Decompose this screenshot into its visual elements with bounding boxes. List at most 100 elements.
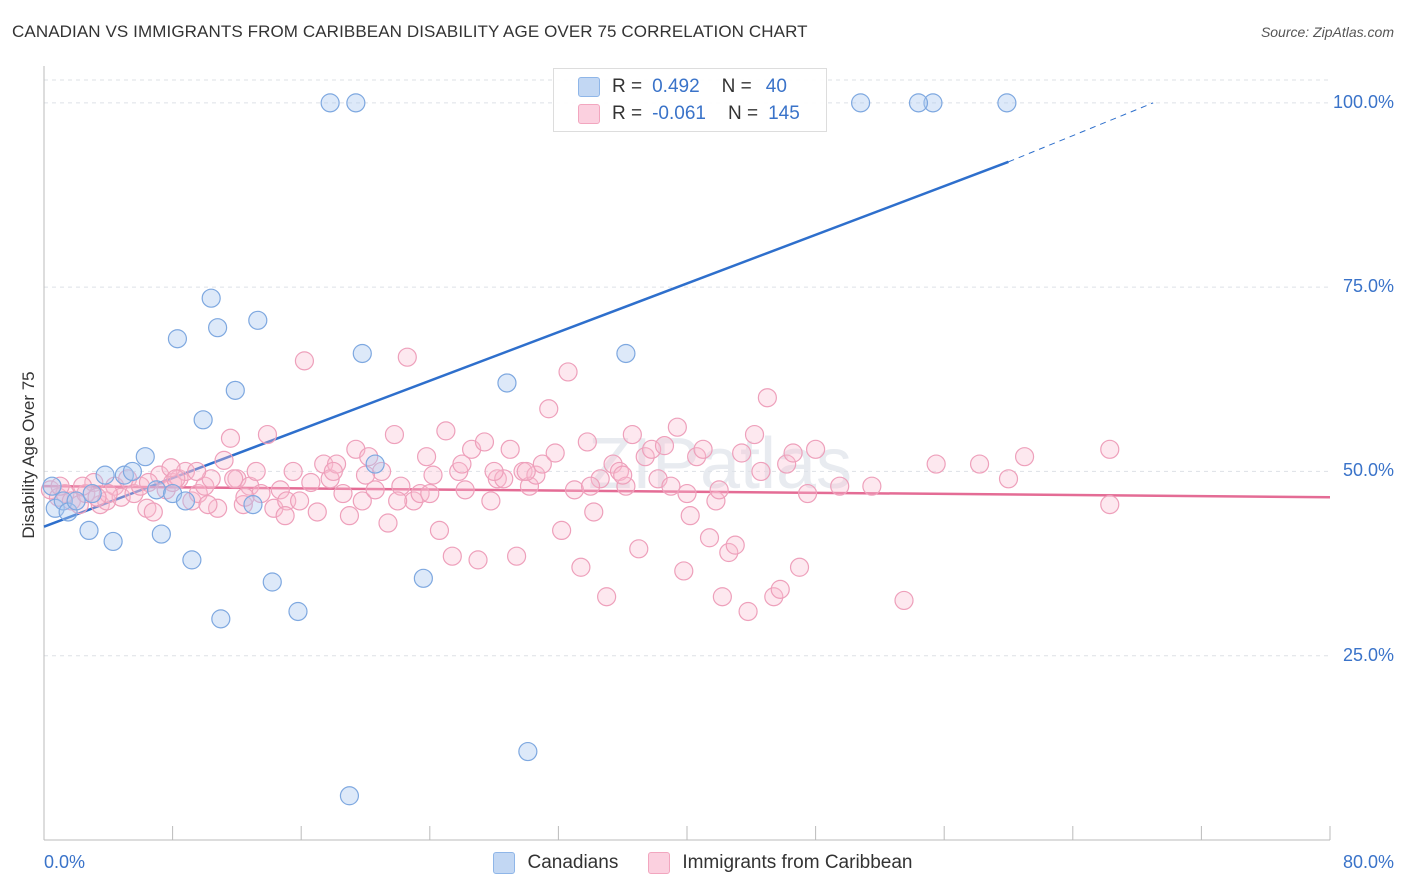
data-point-immigrants xyxy=(187,461,207,482)
data-point-immigrants xyxy=(558,362,578,382)
data-point-canadians xyxy=(616,343,636,364)
data-point-immigrants xyxy=(732,443,752,463)
source-label: Source: ZipAtlas.com xyxy=(1260,24,1394,40)
data-point-immigrants xyxy=(862,476,882,496)
data-point-immigrants xyxy=(674,561,694,581)
data-point-immigrants xyxy=(195,476,215,496)
data-point-immigrants xyxy=(519,476,540,496)
data-point-immigrants xyxy=(251,483,271,504)
data-point-immigrants xyxy=(725,535,745,555)
data-point-canadians xyxy=(42,476,62,496)
data-point-immigrants xyxy=(429,520,450,541)
data-point-immigrants xyxy=(138,472,159,493)
trend-line-canadians xyxy=(43,160,1009,528)
data-point-immigrants xyxy=(484,461,504,482)
data-point-immigrants xyxy=(613,465,633,485)
data-point-immigrants xyxy=(545,443,565,463)
data-point-immigrants xyxy=(783,443,803,463)
data-point-immigrants xyxy=(388,491,408,511)
data-point-immigrants xyxy=(224,469,244,489)
data-point-immigrants xyxy=(738,601,758,622)
data-point-immigrants xyxy=(323,461,343,482)
n-value: 40 xyxy=(765,76,787,97)
axes xyxy=(43,66,1331,841)
data-point-immigrants xyxy=(50,476,70,496)
chart-title: CANADIAN VS IMMIGRANTS FROM CARIBBEAN DI… xyxy=(12,22,808,41)
y-tick-label: 75.0% xyxy=(1342,276,1394,297)
data-point-immigrants xyxy=(757,388,777,408)
data-point-immigrants xyxy=(275,506,295,526)
y-tick-label: 100.0% xyxy=(1332,91,1394,112)
data-point-immigrants xyxy=(680,506,700,526)
data-point-canadians xyxy=(352,343,372,364)
data-point-immigrants xyxy=(423,465,443,485)
data-point-immigrants xyxy=(677,483,697,504)
data-point-immigrants xyxy=(359,447,379,467)
data-point-immigrants xyxy=(894,590,914,611)
data-point-immigrants xyxy=(603,454,623,474)
legend-swatch-pink xyxy=(648,852,671,874)
data-point-immigrants xyxy=(1014,447,1035,467)
data-point-immigrants xyxy=(642,439,662,459)
data-point-immigrants xyxy=(539,399,559,419)
data-point-immigrants xyxy=(333,483,353,504)
data-point-immigrants xyxy=(764,587,784,607)
data-point-immigrants xyxy=(301,472,321,493)
data-point-immigrants xyxy=(214,450,234,470)
legend-item-immigrants: Immigrants from Caribbean xyxy=(648,852,913,874)
data-point-canadians xyxy=(122,461,143,482)
data-point-immigrants xyxy=(420,483,440,504)
data-point-immigrants xyxy=(532,454,552,474)
data-point-immigrants xyxy=(69,495,89,515)
data-point-immigrants xyxy=(455,480,475,500)
data-point-immigrants xyxy=(442,546,462,566)
n-label: N = xyxy=(727,103,759,124)
data-point-canadians xyxy=(243,495,263,515)
data-point-immigrants xyxy=(378,513,398,533)
data-point-canadians xyxy=(193,410,213,430)
data-point-immigrants xyxy=(339,506,360,526)
data-point-canadians xyxy=(58,502,78,522)
data-point-canadians xyxy=(320,93,340,113)
x-tick-min: 0.0% xyxy=(44,852,86,872)
data-point-immigrants xyxy=(233,495,253,515)
data-point-immigrants xyxy=(706,491,726,511)
data-point-canadians xyxy=(175,491,196,511)
data-point-canadians xyxy=(45,498,65,518)
data-point-canadians xyxy=(151,524,171,544)
data-point-canadians xyxy=(497,373,517,393)
r-label: R = xyxy=(612,76,643,97)
legend-label: Canadians xyxy=(527,852,619,873)
data-point-immigrants xyxy=(371,461,392,482)
data-point-immigrants xyxy=(404,491,424,511)
r-value: 0.492 xyxy=(652,76,700,97)
data-point-immigrants xyxy=(709,480,729,500)
data-point-immigrants xyxy=(635,447,655,467)
data-point-immigrants xyxy=(693,439,713,459)
data-point-canadians xyxy=(225,380,245,400)
data-point-immigrants xyxy=(661,476,681,496)
data-point-immigrants xyxy=(474,432,495,452)
data-point-canadians xyxy=(66,491,86,511)
data-point-canadians xyxy=(95,465,115,485)
data-point-immigrants xyxy=(283,461,303,482)
data-point-immigrants xyxy=(770,579,790,599)
stats-row-immigrants: R = -0.061 N = 145 xyxy=(578,101,800,127)
data-point-immigrants xyxy=(1100,439,1120,459)
data-point-immigrants xyxy=(137,498,157,518)
legend-swatch-blue xyxy=(493,852,516,874)
data-point-immigrants xyxy=(667,417,687,437)
n-value: 145 xyxy=(768,103,800,124)
data-point-immigrants xyxy=(926,454,946,474)
data-point-canadians xyxy=(248,310,268,330)
data-point-immigrants xyxy=(198,495,218,515)
data-point-immigrants xyxy=(998,469,1019,489)
data-point-immigrants xyxy=(571,557,591,577)
n-label: N = xyxy=(721,76,752,97)
data-point-immigrants xyxy=(111,487,131,507)
data-point-immigrants xyxy=(257,424,278,445)
data-point-immigrants xyxy=(580,476,601,496)
data-point-immigrants xyxy=(552,520,572,541)
data-point-immigrants xyxy=(365,480,385,500)
r-label: R = xyxy=(612,103,643,124)
